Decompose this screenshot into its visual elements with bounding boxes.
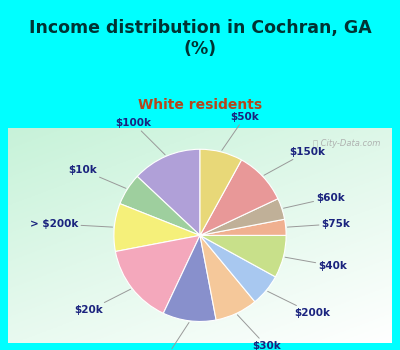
Text: $100k: $100k [116,118,165,155]
Wedge shape [200,235,276,302]
Text: > $200k: > $200k [30,219,112,229]
Text: $40k: $40k [285,257,347,271]
Wedge shape [163,235,216,321]
Wedge shape [200,199,284,235]
Wedge shape [200,160,278,235]
Wedge shape [114,204,200,252]
Text: ⓘ City-Data.com: ⓘ City-Data.com [313,139,380,147]
Text: $150k: $150k [264,147,325,175]
Text: White residents: White residents [138,98,262,112]
Text: $75k: $75k [288,219,350,229]
Wedge shape [200,149,242,235]
Text: $60k: $60k [284,193,345,208]
Wedge shape [116,235,200,313]
Wedge shape [200,219,286,236]
Text: Income distribution in Cochran, GA
(%): Income distribution in Cochran, GA (%) [29,19,371,58]
Wedge shape [120,176,200,235]
Text: $30k: $30k [237,315,281,350]
Wedge shape [200,235,255,320]
Text: $50k: $50k [222,112,259,150]
Text: $20k: $20k [75,289,131,315]
Wedge shape [137,149,200,235]
Text: $10k: $10k [68,165,126,188]
Wedge shape [200,235,286,277]
Text: $125k: $125k [149,322,189,350]
Text: $200k: $200k [268,291,330,318]
